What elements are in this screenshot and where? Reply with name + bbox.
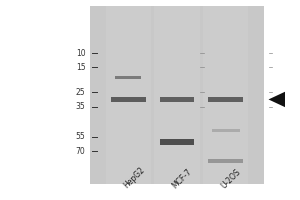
Bar — [203, 6, 248, 184]
Text: U-2OS: U-2OS — [219, 167, 242, 190]
Text: HepG2: HepG2 — [122, 165, 147, 190]
Bar — [160, 139, 194, 145]
Bar — [212, 129, 240, 132]
Text: 10: 10 — [76, 49, 86, 58]
Text: 25: 25 — [76, 88, 86, 97]
Bar — [160, 97, 194, 102]
Bar — [154, 6, 200, 184]
Bar — [208, 97, 243, 102]
Text: 35: 35 — [76, 102, 85, 111]
Polygon shape — [268, 92, 285, 107]
Text: 55: 55 — [76, 132, 85, 141]
Bar — [111, 97, 146, 102]
Bar — [106, 6, 151, 184]
Text: MCF-7: MCF-7 — [171, 167, 194, 190]
Bar — [208, 159, 243, 163]
Text: 15: 15 — [76, 63, 86, 72]
Bar — [90, 6, 264, 184]
Text: 70: 70 — [76, 147, 85, 156]
Bar — [115, 76, 141, 79]
